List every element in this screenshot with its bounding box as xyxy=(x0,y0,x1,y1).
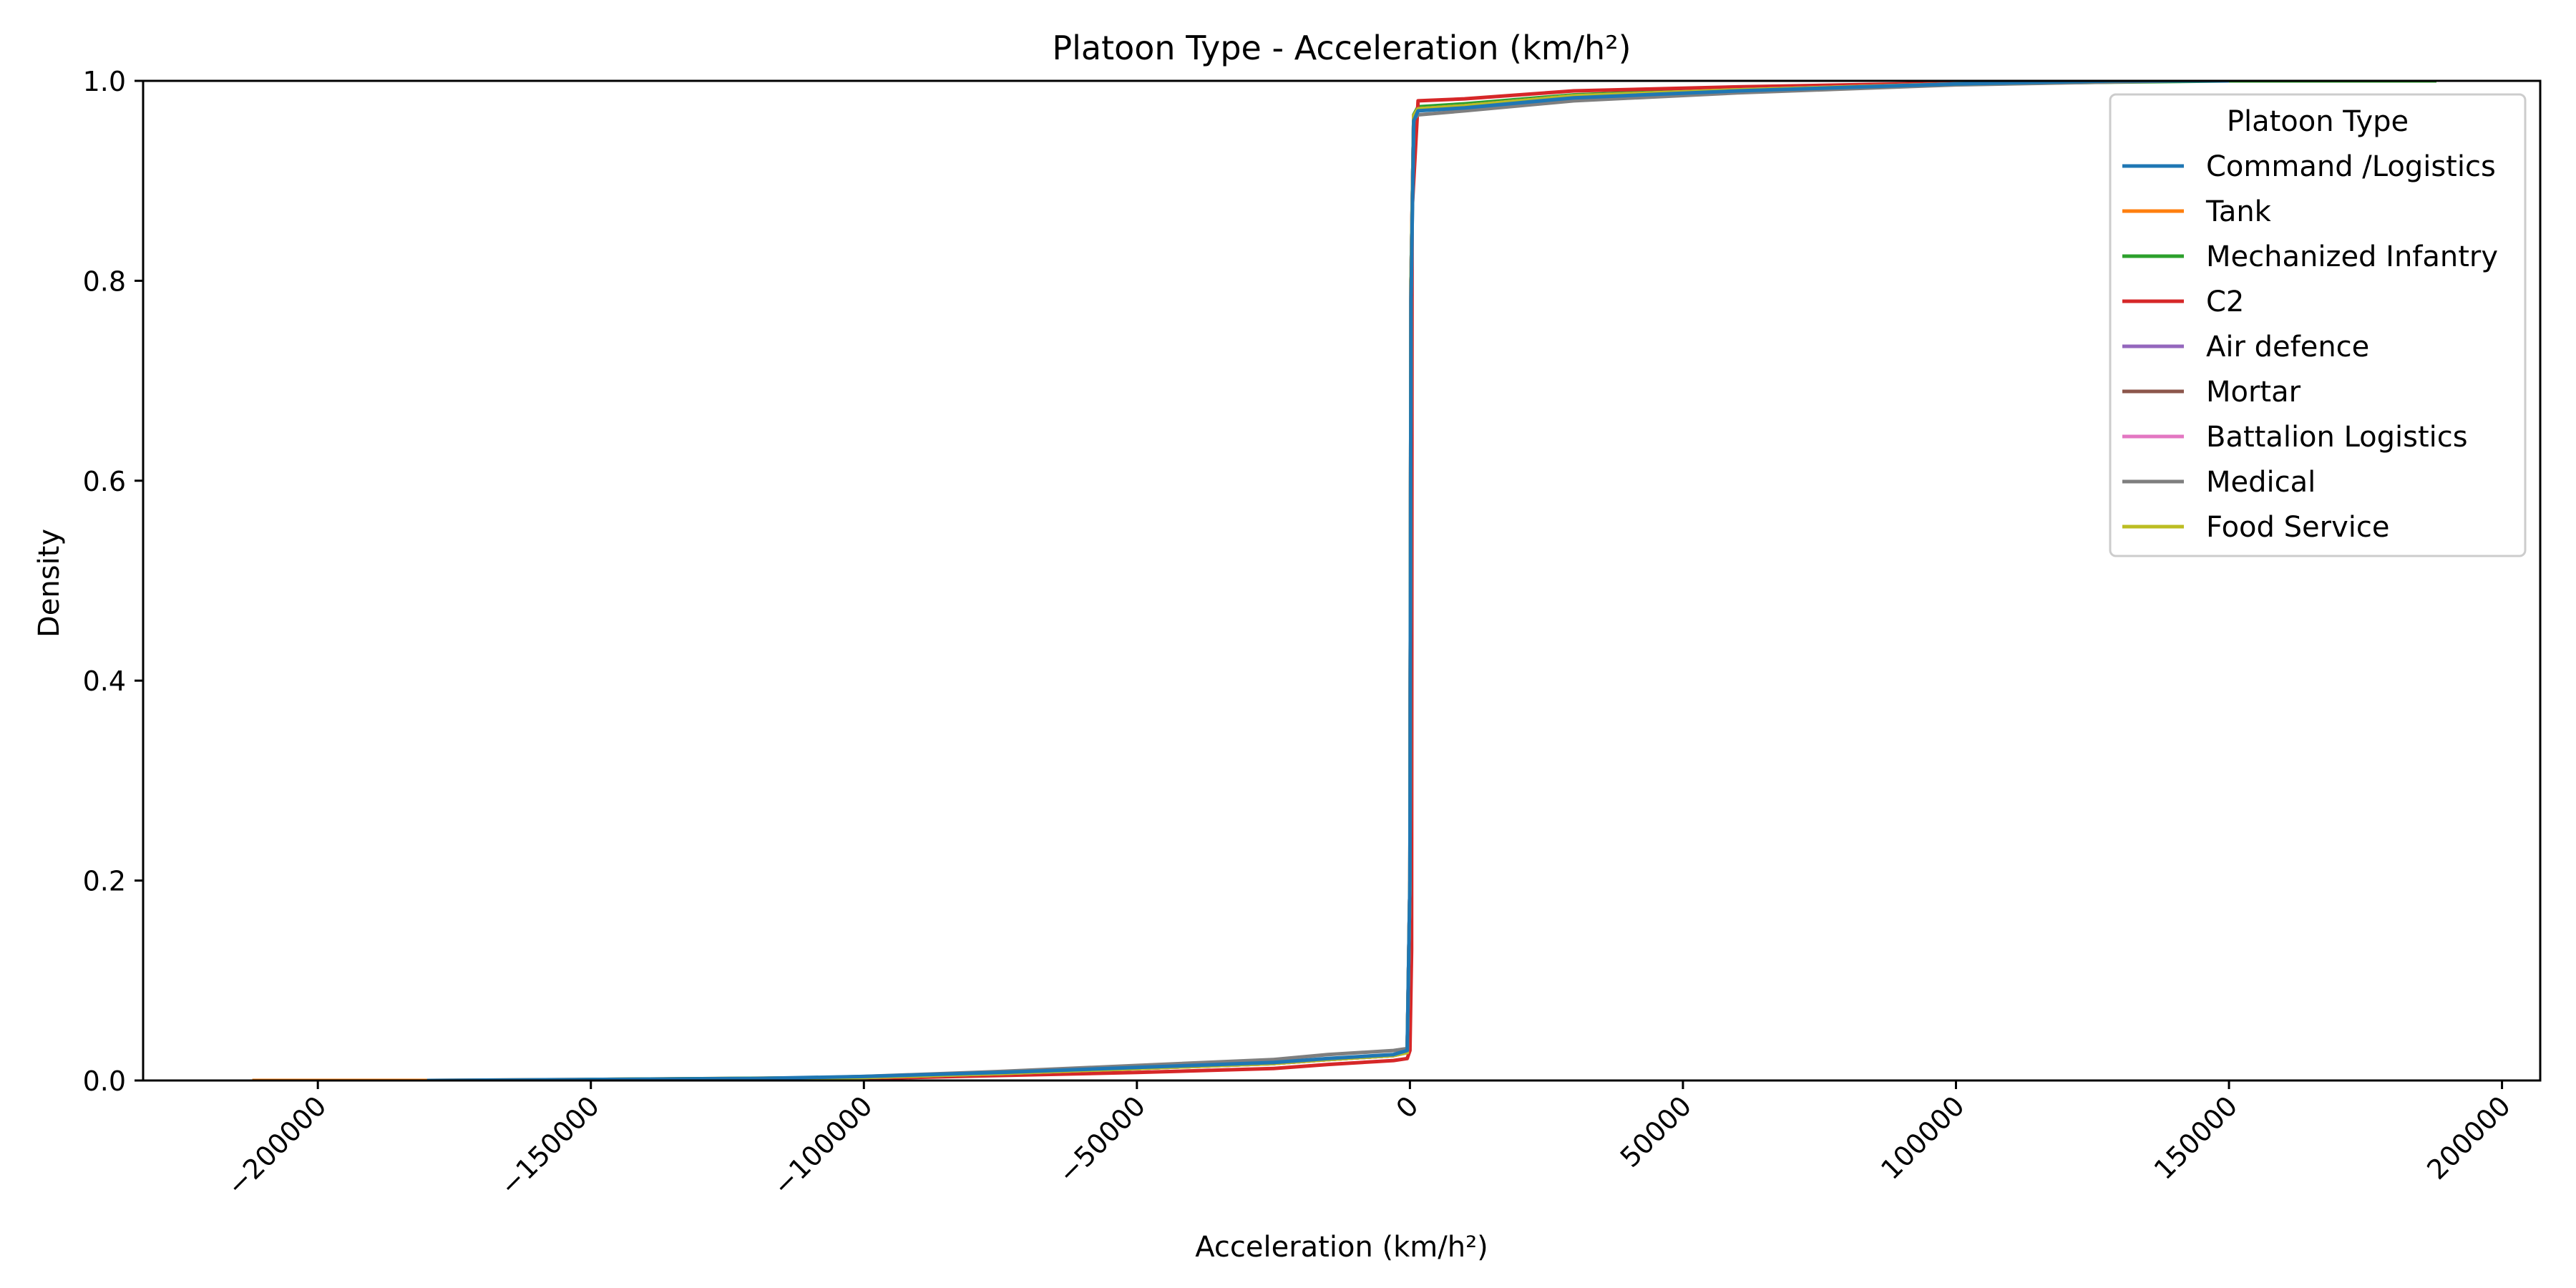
y-tick-label: 0.4 xyxy=(83,665,126,697)
legend-items: Command /Logistics Tank Mechanized Infantr… xyxy=(2122,150,2498,544)
y-tick-label: 0.2 xyxy=(83,866,126,897)
plot-frame xyxy=(142,79,2542,1082)
series-line-1 xyxy=(426,81,2229,1080)
series-layer xyxy=(252,81,2436,1080)
legend-title: Platoon Type xyxy=(2227,105,2409,138)
plot-area xyxy=(142,79,2542,1082)
legend-box xyxy=(2109,93,2527,557)
legend-label: Battalion Logistics xyxy=(2206,421,2468,454)
legend-label: Air defence xyxy=(2206,331,2369,364)
series-line-4 xyxy=(590,81,2175,1080)
y-tick-label: 1.0 xyxy=(83,66,126,97)
legend-label: Mortar xyxy=(2206,376,2301,409)
legend-label: Mechanized Infantry xyxy=(2206,240,2498,273)
y-tick-label: 0.8 xyxy=(83,265,126,297)
legend-label: Medical xyxy=(2206,466,2316,499)
y-tick-label: 0.6 xyxy=(83,466,126,497)
chart-title: Platoon Type - Acceleration (km/h²) xyxy=(1052,29,1631,67)
legend-label: C2 xyxy=(2206,286,2244,318)
x-axis-label: Acceleration (km/h²) xyxy=(1195,1231,1488,1264)
y-tick-label: 0.0 xyxy=(83,1065,126,1097)
y-axis-label: Density xyxy=(33,529,66,638)
y-axis: 0.0 0.2 0.4 0.6 0.8 1.0 xyxy=(83,66,143,1097)
legend-label: Command /Logistics xyxy=(2206,150,2496,183)
legend-label: Tank xyxy=(2205,195,2272,228)
legend: Platoon Type Command /Logistics Tank Mecha… xyxy=(2109,93,2527,557)
legend-label: Food Service xyxy=(2206,511,2389,544)
